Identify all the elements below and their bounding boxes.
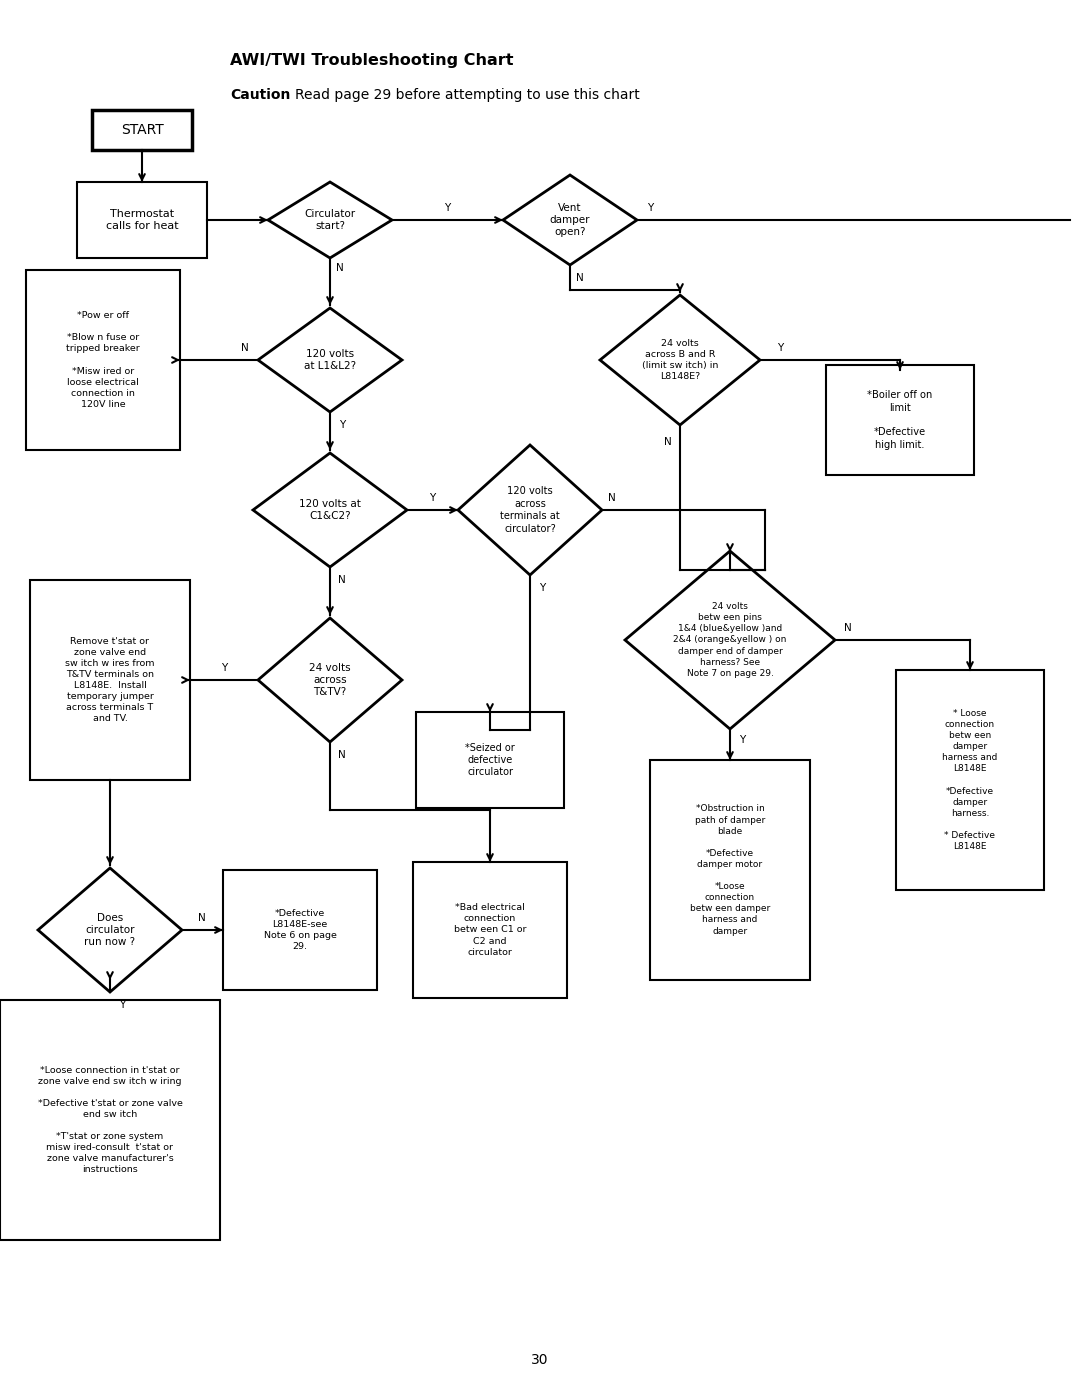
Text: *Boiler off on
limit

*Defective
high limit.: *Boiler off on limit *Defective high lim… (867, 390, 933, 450)
Text: Y: Y (339, 420, 346, 430)
Text: 24 volts
across
T&TV?: 24 volts across T&TV? (309, 662, 351, 697)
Bar (416, 712, 564, 807)
Text: N: N (338, 750, 346, 760)
Text: Circulator
start?: Circulator start? (305, 208, 355, 231)
Text: 120 volts
across
terminals at
circulator?: 120 volts across terminals at circulator… (500, 486, 559, 534)
Polygon shape (38, 868, 183, 992)
Bar (30, 580, 190, 780)
Text: N: N (198, 914, 206, 923)
Text: Vent
damper
open?: Vent damper open? (550, 203, 591, 237)
Bar (826, 365, 974, 475)
Text: Y: Y (119, 1000, 125, 1010)
Text: *Loose connection in t'stat or
zone valve end sw itch w iring

*Defective t'stat: *Loose connection in t'stat or zone valv… (38, 1066, 183, 1175)
Text: : Read page 29 before attempting to use this chart: : Read page 29 before attempting to use … (286, 88, 639, 102)
Polygon shape (625, 550, 835, 729)
Text: N: N (241, 344, 248, 353)
Text: Y: Y (539, 583, 545, 592)
Polygon shape (600, 295, 760, 425)
Text: Caution: Caution (230, 88, 291, 102)
Bar (413, 862, 567, 997)
Text: 24 volts
betw een pins
1&4 (blue&yellow )and
2&4 (orange&yellow ) on
damper end : 24 volts betw een pins 1&4 (blue&yellow … (673, 602, 786, 678)
Bar (92, 110, 192, 149)
Text: * Loose
connection
betw een
damper
harness and
L8148E

*Defective
damper
harness: * Loose connection betw een damper harne… (943, 708, 998, 851)
Polygon shape (258, 307, 402, 412)
Text: *Seized or
defective
circulator: *Seized or defective circulator (465, 743, 515, 777)
Bar (0, 1000, 220, 1241)
Text: START: START (121, 123, 163, 137)
Text: Remove t'stat or
zone valve end
sw itch w ires from
T&TV terminals on
L8148E.  I: Remove t'stat or zone valve end sw itch … (65, 637, 154, 724)
Text: 24 volts
across B and R
(limit sw itch) in
L8148E?: 24 volts across B and R (limit sw itch) … (642, 339, 718, 381)
Text: 120 volts at
C1&C2?: 120 volts at C1&C2? (299, 499, 361, 521)
Text: N: N (576, 272, 584, 284)
Text: *Bad electrical
connection
betw een C1 or
C2 and
circulator: *Bad electrical connection betw een C1 o… (454, 904, 526, 957)
Text: AWI/TWI Troubleshooting Chart: AWI/TWI Troubleshooting Chart (230, 53, 513, 67)
Text: *Obstruction in
path of damper
blade

*Defective
damper motor

*Loose
connection: *Obstruction in path of damper blade *De… (690, 805, 770, 936)
Text: Thermostat
calls for heat: Thermostat calls for heat (106, 208, 178, 231)
Text: Y: Y (221, 664, 227, 673)
Text: N: N (845, 623, 852, 633)
Polygon shape (268, 182, 392, 258)
Bar (77, 182, 207, 258)
Bar (222, 870, 377, 990)
Text: 30: 30 (531, 1354, 549, 1368)
Text: N: N (338, 576, 346, 585)
Text: Does
circulator
run now ?: Does circulator run now ? (84, 912, 136, 947)
Bar (650, 760, 810, 981)
Text: Y: Y (777, 344, 783, 353)
Polygon shape (458, 446, 602, 576)
Text: Y: Y (647, 203, 653, 212)
Bar (896, 671, 1044, 890)
Text: *Pow er off

*Blow n fuse or
tripped breaker

*Misw ired or
loose electrical
con: *Pow er off *Blow n fuse or tripped brea… (66, 312, 140, 409)
Bar (26, 270, 180, 450)
Text: N: N (664, 437, 672, 447)
Text: Y: Y (429, 493, 435, 503)
Text: N: N (608, 493, 616, 503)
Text: Y: Y (739, 735, 745, 745)
Text: *Defective
L8148E-see
Note 6 on page
29.: *Defective L8148E-see Note 6 on page 29. (264, 909, 337, 951)
Text: 120 volts
at L1&L2?: 120 volts at L1&L2? (303, 349, 356, 372)
Text: Y: Y (444, 203, 450, 212)
Polygon shape (258, 617, 402, 742)
Polygon shape (253, 453, 407, 567)
Polygon shape (503, 175, 637, 265)
Text: N: N (336, 263, 343, 272)
